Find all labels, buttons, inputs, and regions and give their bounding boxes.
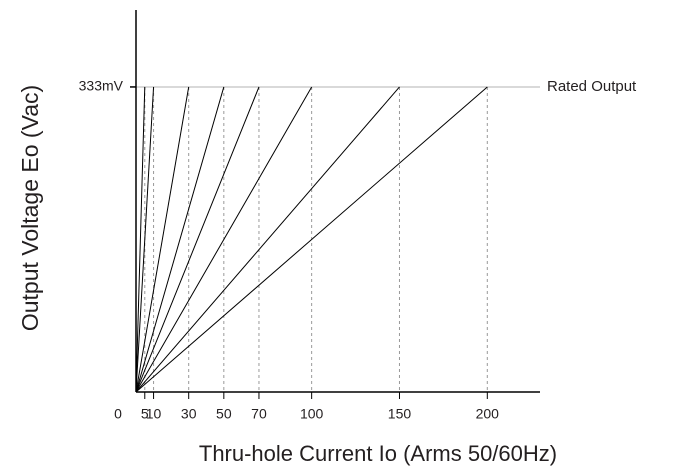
x-tick-label: 0	[114, 406, 122, 422]
y-tick-label: 333mV	[79, 78, 124, 94]
reference-label: Rated Output	[547, 78, 637, 95]
x-tick-label: 10	[146, 406, 162, 422]
x-tick-label: 100	[300, 406, 324, 422]
x-tick-label: 30	[181, 406, 197, 422]
x-axis-label: Thru-hole Current Io (Arms 50/60Hz)	[199, 441, 557, 466]
x-tick-label: 70	[251, 406, 267, 422]
output-line	[135, 86, 146, 393]
x-tick-label: 5	[141, 406, 149, 422]
y-axis-label: Output Voltage Eo (Vac)	[17, 85, 43, 331]
output-line	[135, 86, 488, 393]
x-tick-label: 150	[388, 406, 412, 422]
output-line	[135, 86, 155, 393]
x-tick-label: 200	[476, 406, 500, 422]
output-line	[135, 86, 313, 393]
output-line	[135, 86, 225, 393]
output-line	[135, 86, 190, 393]
x-tick-label: 50	[216, 406, 232, 422]
output-line	[135, 86, 260, 393]
output-line	[135, 86, 400, 393]
